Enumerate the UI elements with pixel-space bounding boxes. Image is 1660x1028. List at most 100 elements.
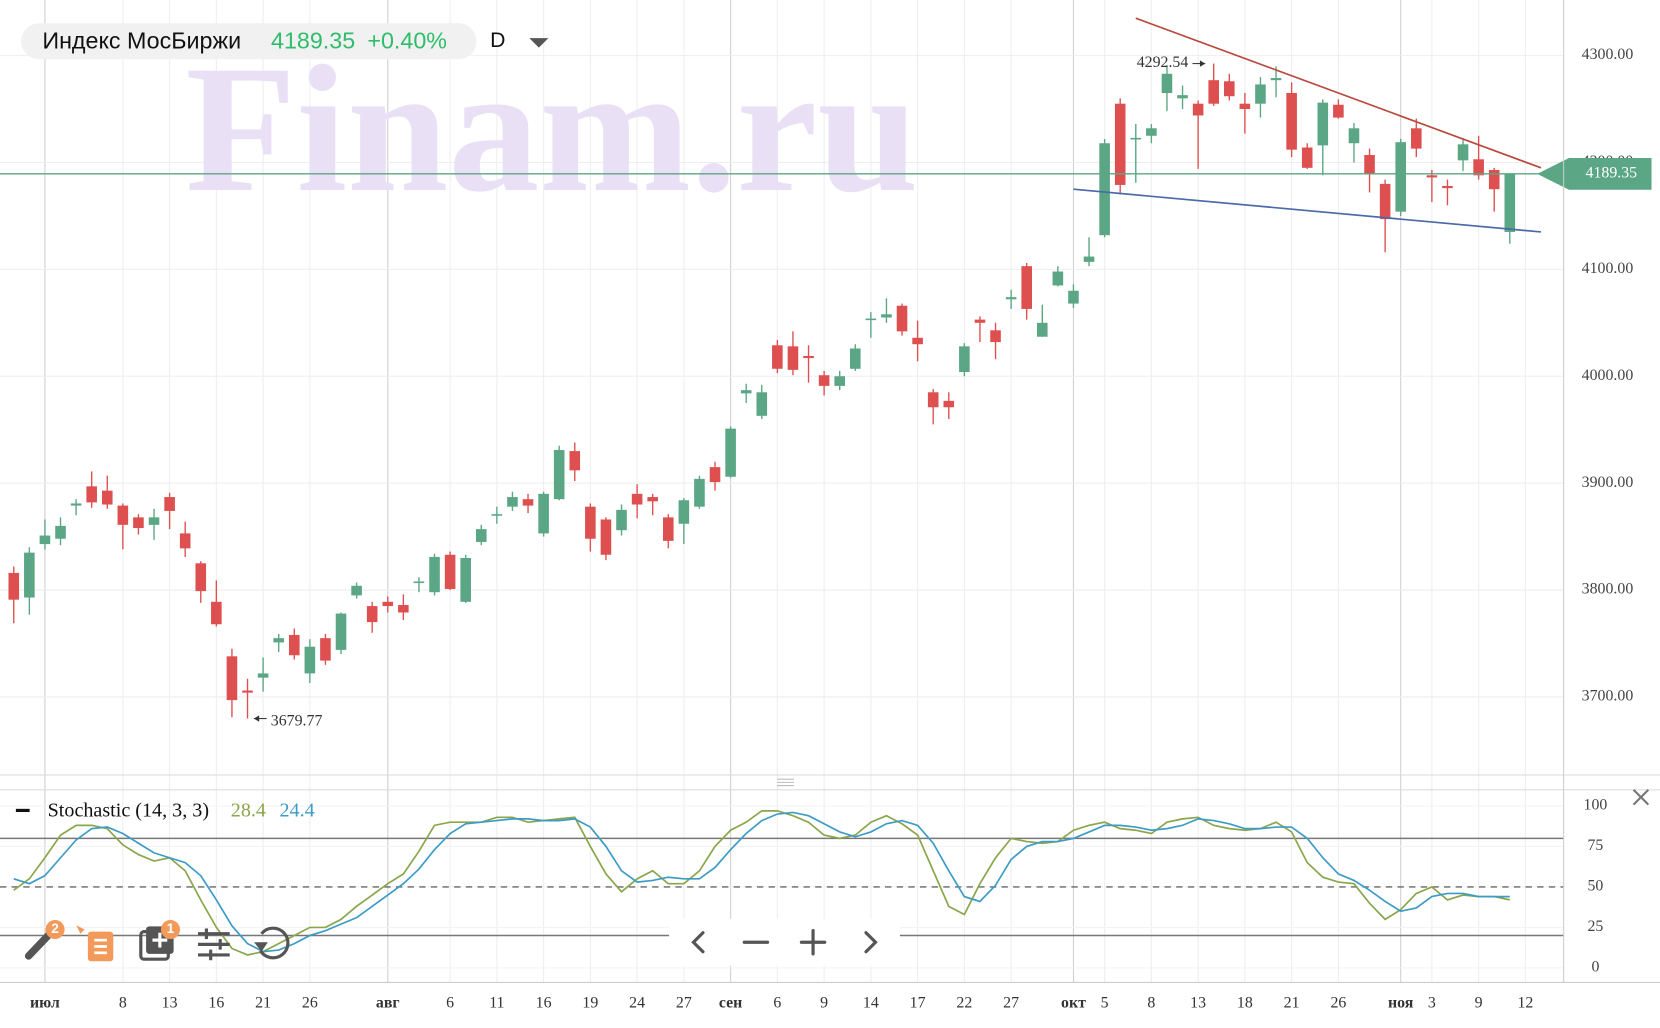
candle-body [1114,103,1126,185]
draw-tool[interactable] [24,925,85,960]
candle-body [756,392,768,416]
last-price-label: 4189.35 [1586,165,1638,182]
indicator-title: Stochastic (14, 3, 3) [48,800,209,822]
candle-body [507,497,518,507]
badge [45,920,65,940]
candle-body [8,572,20,600]
candle-body [1083,256,1095,262]
resize-handle[interactable] [777,778,795,787]
candle-body [491,514,503,516]
candle-body [772,345,783,369]
x-tick-label: авг [376,994,400,1011]
candle-body [740,390,752,394]
x-tick-label: 16 [208,994,224,1011]
trendline [1135,17,1542,169]
legend-toggle[interactable] [15,808,30,813]
reset-tool[interactable] [254,926,290,960]
x-tick-label: 19 [582,994,598,1011]
candle-body [1473,159,1484,176]
candle-body [24,552,35,598]
x-tick-label: 21 [1284,994,1300,1011]
candle-body [569,451,581,471]
x-tick-label: 13 [1190,994,1206,1011]
symbol: Индекс МосБиржи [42,28,241,54]
scroll-left[interactable] [691,931,705,954]
candle-body [1457,144,1469,161]
candle-body [694,478,705,507]
close-indicator[interactable] [1632,789,1650,806]
badge [160,920,180,940]
candle-body [818,375,830,386]
y-tick-label: 0 [1591,959,1599,976]
y-tick-label: 50 [1587,878,1603,895]
x-tick-label: 27 [1003,994,1019,1011]
watermark: Finam.ru [185,29,918,230]
y-tick-label: 25 [1587,918,1603,935]
x-tick-label: ноя [1388,994,1414,1011]
candle-body [990,330,1001,343]
x-tick-label: сен [719,994,742,1011]
candle-body [1333,104,1344,118]
candle-body [211,601,222,625]
candle-body [1255,84,1266,104]
annotation-arrow [1199,60,1206,67]
y-tick-label: 100 [1584,797,1608,814]
candle-body [351,585,362,596]
candle-body [429,556,440,593]
x-tick-label: 5 [1101,994,1109,1011]
candle-body [849,348,861,369]
settings-tool[interactable] [197,928,230,961]
candle-body [959,346,970,372]
candle-body [1442,186,1453,189]
candle-body [164,497,175,511]
x-tick-label: 8 [1147,994,1155,1011]
zoom-in[interactable] [799,929,827,956]
candle-body [678,500,690,524]
candle-body [320,638,331,661]
x-tick-label: 26 [1330,994,1346,1011]
candle-body [974,319,986,323]
candle-body [39,535,51,545]
candle-body [460,557,471,602]
x-tick-label: окт [1061,994,1086,1011]
candle-body [273,638,284,643]
price: 4189.35 [271,28,355,54]
candle-body [242,690,253,693]
candle-body [1099,143,1110,236]
x-tick-label: 12 [1517,994,1533,1011]
y-tick-label: 3900.00 [1582,474,1634,491]
candle-body [398,605,409,613]
candle-body [475,529,487,542]
objects-tool[interactable] [87,931,114,962]
last-price-tag [1537,157,1652,190]
candle-body [70,503,82,506]
candle-body [616,509,627,531]
x-tick-label: 17 [910,994,926,1011]
dropdown-arrow[interactable] [529,38,549,48]
scroll-right[interactable] [864,931,878,954]
nav-background [669,918,900,966]
y-tick-label: 4000.00 [1582,367,1634,384]
annotation-arrow [253,715,260,722]
candle-body [709,467,721,483]
badge-count: 1 [167,921,175,936]
y-tick-label: 3800.00 [1582,581,1634,598]
candle-body [1395,142,1407,212]
header-pill [21,23,477,60]
candle-body [1488,169,1500,190]
plot-layer: 4292.54 3679.77 4189.35 [0,17,1652,956]
x-tick-label: 22 [956,994,972,1011]
indicator-value: 28.4 [231,800,266,822]
candle-body [1426,175,1438,178]
candle-body [117,505,129,525]
x-tick-label: июл [30,994,60,1011]
candle-body [1301,147,1313,168]
y-tick-label: 4100.00 [1582,260,1634,277]
x-tick-label: 11 [489,994,504,1011]
timeframe[interactable]: D [490,29,505,52]
candle-body [1146,128,1157,136]
indicator-value: 24.4 [279,800,314,822]
candle-body [1052,271,1064,286]
candle-body [1364,155,1375,175]
